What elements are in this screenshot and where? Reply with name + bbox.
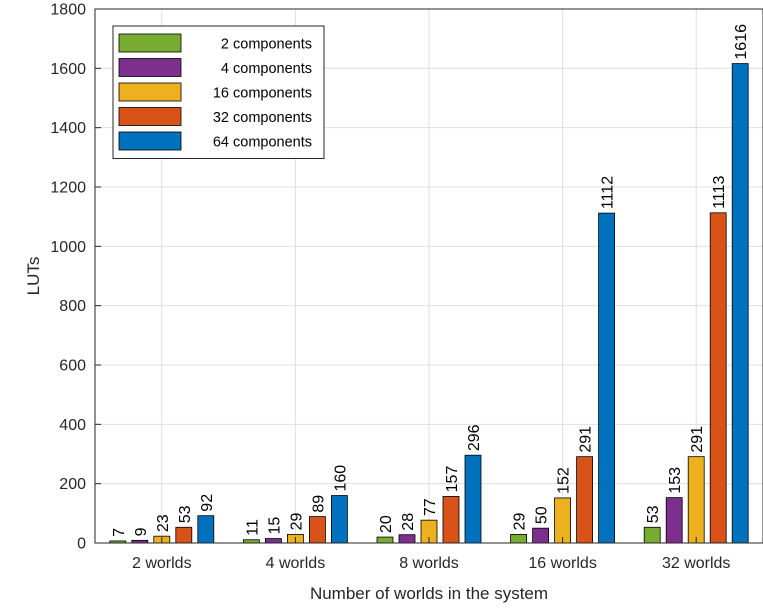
data-label: 20 — [378, 515, 395, 533]
bar — [665, 497, 683, 544]
bar — [576, 456, 593, 544]
data-label: 153 — [667, 467, 684, 494]
data-label: 89 — [310, 495, 327, 513]
bar — [731, 63, 749, 544]
legend-label: 32 components — [213, 110, 312, 126]
legend: 2 components 4 components 16 components 32 … — [112, 25, 325, 159]
data-label: 28 — [400, 513, 417, 531]
bar — [376, 536, 394, 544]
bar — [464, 454, 482, 544]
bar — [687, 456, 705, 544]
y-tick-label: 0 — [77, 536, 86, 553]
data-label: 15 — [266, 517, 283, 535]
data-label: 1113 — [711, 175, 728, 208]
y-tick-label: 400 — [59, 417, 86, 434]
legend-label: 16 components — [213, 86, 312, 102]
data-label: 53 — [645, 505, 662, 523]
data-label: 291 — [578, 426, 595, 453]
bar — [510, 533, 528, 544]
data-label: 50 — [534, 506, 551, 524]
y-axis-ticks: 0 200 400 600 800 1000 1200 1400 1600 1800 — [50, 2, 101, 553]
data-label: 77 — [422, 498, 439, 516]
x-axis-ticks: 2 worlds 4 worlds 8 worlds 16 worlds 32 worl… — [132, 537, 730, 572]
data-label: 7 — [111, 528, 128, 537]
bar — [554, 497, 571, 544]
bars — [109, 63, 749, 544]
data-label: 160 — [332, 465, 349, 492]
y-tick-label: 800 — [59, 298, 86, 315]
data-label: 296 — [466, 424, 483, 451]
y-tick-label: 1200 — [50, 180, 86, 197]
x-tick-label: 8 worlds — [399, 555, 459, 572]
data-label: 152 — [556, 467, 573, 494]
legend-swatch — [118, 33, 182, 53]
legend-swatch — [118, 58, 182, 77]
data-label: 53 — [177, 505, 194, 523]
y-tick-label: 1000 — [50, 239, 86, 256]
bar — [643, 526, 661, 544]
bar — [398, 534, 416, 544]
data-labels: 7 9 23 53 92 11 15 29 89 160 20 28 77 157 296 29 50 152 29… — [111, 24, 750, 537]
bar — [175, 526, 193, 544]
data-label: 29 — [288, 512, 305, 530]
y-tick-label: 1400 — [50, 120, 86, 137]
legend-label: 4 components — [221, 61, 312, 77]
data-label: 1112 — [600, 176, 617, 209]
legend-swatch — [118, 131, 182, 151]
bar — [532, 527, 549, 544]
bar — [442, 496, 460, 544]
bar — [308, 516, 326, 544]
bar — [598, 212, 615, 544]
x-axis-title: Number of worlds in the system — [310, 584, 548, 603]
data-label: 291 — [689, 426, 706, 453]
data-label: 23 — [155, 514, 172, 532]
y-tick-label: 600 — [59, 358, 86, 375]
x-tick-label: 2 worlds — [132, 555, 192, 572]
y-tick-label: 1600 — [50, 61, 86, 78]
bar — [264, 538, 282, 544]
x-tick-label: 16 worlds — [528, 555, 596, 572]
y-tick-label: 200 — [59, 476, 86, 493]
data-label: 29 — [512, 512, 529, 530]
bar — [330, 495, 348, 544]
legend-swatch — [118, 82, 182, 102]
legend-swatch — [118, 107, 182, 126]
x-tick-label: 32 worlds — [662, 555, 730, 572]
y-axis-title: LUTs — [24, 257, 43, 296]
bar — [197, 515, 215, 544]
y-tick-label: 1800 — [50, 2, 86, 19]
bar — [709, 212, 727, 544]
legend-label: 2 components — [221, 37, 312, 53]
data-label: 157 — [444, 466, 461, 493]
data-label: 92 — [199, 494, 216, 512]
legend-label: 64 components — [213, 135, 312, 151]
data-label: 9 — [133, 527, 150, 536]
x-tick-label: 4 worlds — [266, 555, 326, 572]
data-label: 1616 — [733, 24, 750, 60]
data-label: 11 — [244, 519, 261, 536]
